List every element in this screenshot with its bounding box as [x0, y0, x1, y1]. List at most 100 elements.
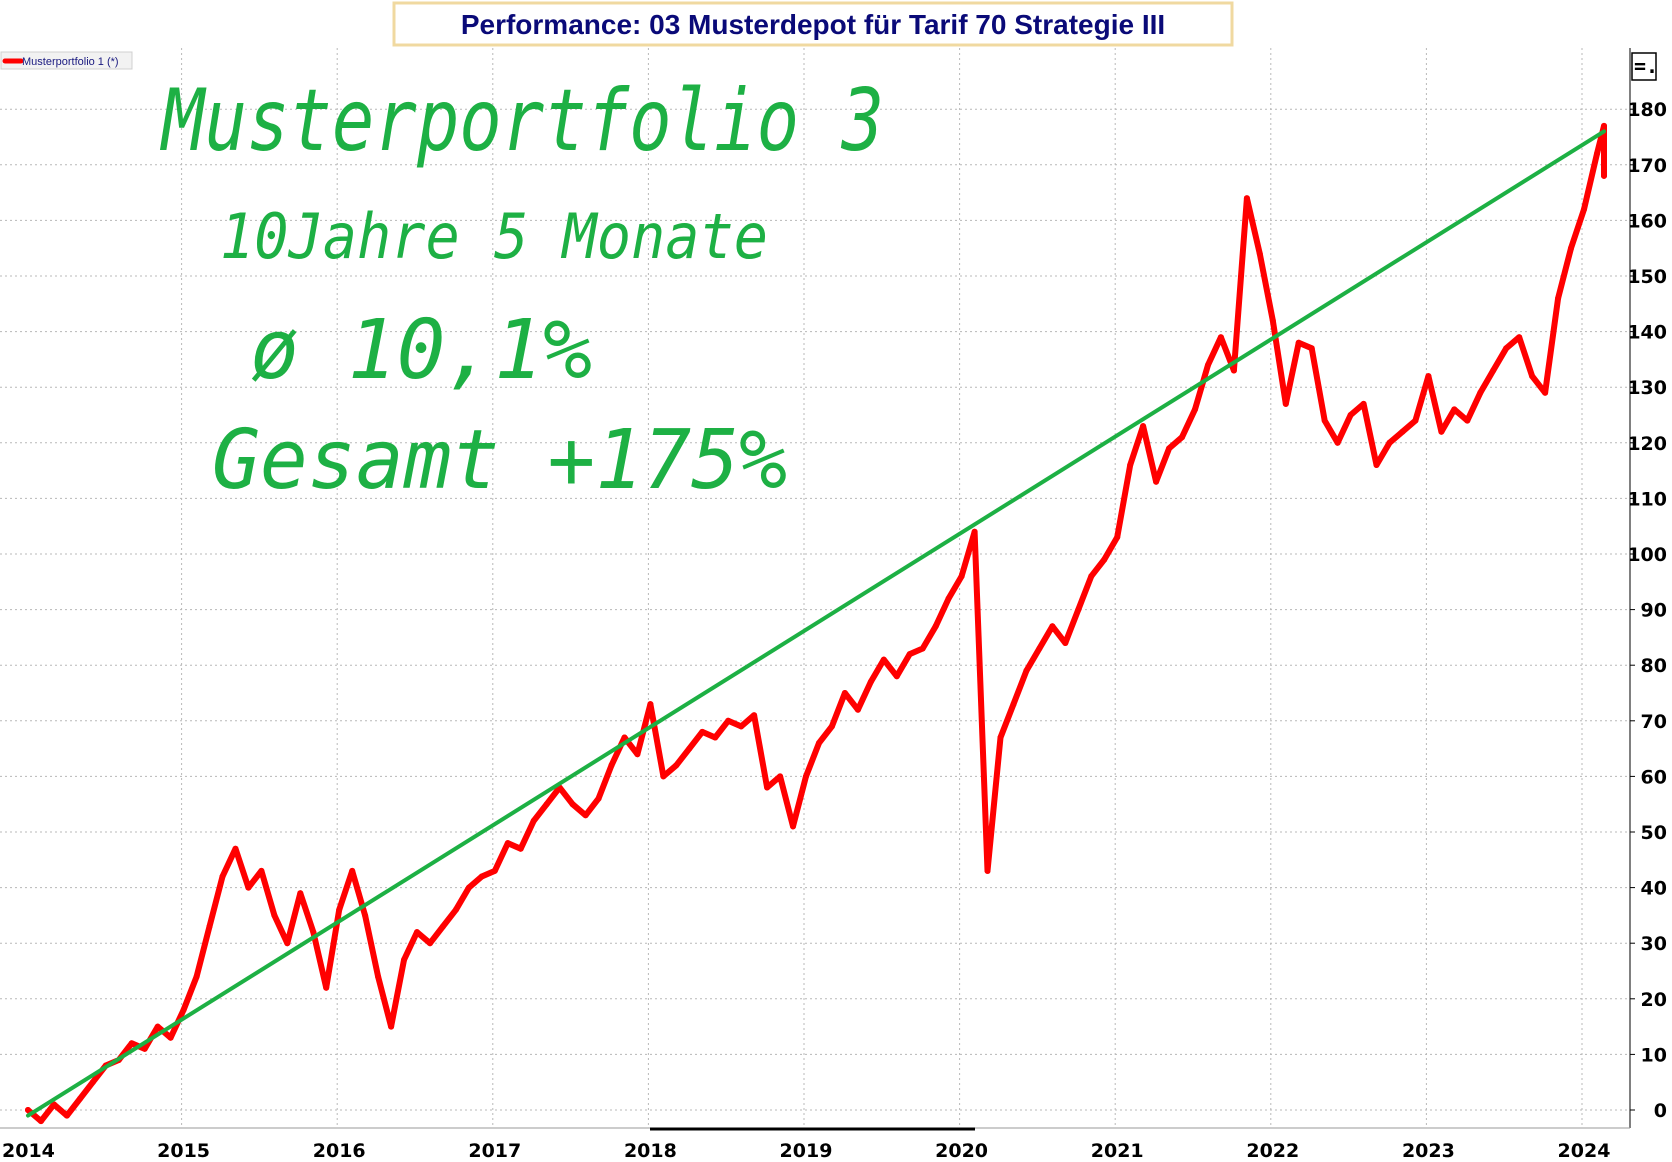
series-point	[1140, 423, 1147, 430]
series-point	[699, 728, 706, 735]
series-point	[128, 1040, 135, 1047]
series-point	[206, 923, 213, 930]
x-tick-label: 2014	[2, 1140, 55, 1162]
series-point	[1062, 640, 1069, 646]
x-tick-label: 2021	[1091, 1140, 1144, 1162]
x-axis-ticks: 2014 2015 2016 2017 2018 2019 2020 2021 2022 2023…	[2, 1140, 1610, 1162]
series-point	[725, 717, 732, 724]
series-point	[1399, 428, 1406, 435]
y-tick-label: 20	[1641, 989, 1667, 1011]
series-point	[504, 840, 511, 847]
chart-title: Performance: 03 Musterdepot für Tarif 70…	[461, 9, 1165, 40]
series-point	[712, 734, 719, 741]
y-grid-lines	[0, 108, 1630, 1111]
series-point	[375, 973, 382, 980]
series-point	[1295, 339, 1302, 346]
series-point	[362, 912, 369, 919]
series-point	[1438, 428, 1445, 435]
series-point	[401, 956, 407, 963]
series-point	[867, 678, 874, 685]
series-point	[1230, 367, 1237, 374]
series-point	[1127, 462, 1134, 468]
menu-icon: =.	[1634, 54, 1658, 78]
series-point	[1601, 172, 1607, 179]
y-tick-label: 140	[1627, 322, 1667, 344]
y-axis-ticks: 0 10 20 30 40 50 60 70 80 90 100 110 120 130 140 150 160…	[1627, 99, 1667, 1122]
series-point	[1256, 250, 1263, 257]
series-point	[777, 773, 784, 780]
series-point	[245, 884, 252, 891]
series-point	[1269, 317, 1276, 324]
series-point	[1088, 573, 1095, 580]
series-point	[284, 940, 291, 947]
series-point	[25, 1107, 31, 1113]
series-point	[1542, 389, 1549, 396]
series-point	[1386, 439, 1393, 446]
series-point	[803, 773, 809, 780]
annotation-line-3: ø 10,1%	[250, 303, 592, 398]
series-point	[1217, 334, 1224, 341]
series-point	[1166, 445, 1173, 452]
series-point	[38, 1118, 44, 1125]
y-tick-label: 40	[1641, 878, 1667, 900]
x-tick-label: 2019	[780, 1140, 833, 1162]
series-point	[76, 1095, 83, 1102]
series-point	[1321, 417, 1328, 424]
series-point	[1555, 295, 1562, 302]
series-point	[1568, 245, 1574, 252]
series-point	[1023, 667, 1030, 674]
series-point	[167, 1034, 174, 1041]
x-tick-label: 2018	[624, 1140, 677, 1162]
series-point	[50, 1101, 57, 1108]
x-tick-label: 2015	[157, 1140, 210, 1162]
series-point	[880, 656, 887, 663]
legend-label: Musterportfolio 1 (*)	[22, 56, 119, 68]
y-tick-label: 170	[1627, 155, 1667, 177]
series-point	[1192, 406, 1198, 413]
menu-button-frame	[1631, 52, 1657, 81]
series-point	[1347, 412, 1354, 418]
annotations: Musterportfolio 3 10Jahre 5 Monate ø 10,…	[160, 71, 884, 508]
series-point	[89, 1079, 96, 1086]
series-point	[582, 812, 589, 819]
series-point	[945, 595, 952, 602]
series-layer	[25, 122, 1607, 1125]
series-point	[841, 690, 848, 696]
series-point	[323, 984, 330, 991]
series-point	[1308, 345, 1315, 352]
series-point	[1243, 195, 1250, 202]
series-point	[63, 1112, 70, 1119]
series-point	[984, 867, 991, 874]
series-point	[271, 912, 278, 919]
series-point	[414, 929, 420, 936]
series-point	[932, 623, 939, 630]
series-point	[530, 817, 537, 824]
series-point	[816, 740, 822, 746]
series-point	[1334, 439, 1341, 446]
annotation-line-2: 10Jahre 5 Monate	[220, 200, 768, 273]
y-tick-label: 180	[1627, 99, 1667, 121]
series-point	[491, 867, 498, 874]
series-point	[764, 784, 771, 791]
series-point	[790, 823, 796, 830]
chart-menu-button[interactable]: =.	[1631, 52, 1658, 81]
series-point	[673, 762, 680, 769]
series-point	[1373, 462, 1380, 468]
y-tick-label: 60	[1641, 766, 1667, 788]
series-point	[919, 645, 926, 652]
series-point	[154, 1023, 161, 1030]
series-point	[310, 929, 317, 936]
series-point	[1477, 389, 1484, 396]
series-point	[1594, 150, 1600, 157]
series-point	[1601, 122, 1607, 129]
series-point	[1425, 373, 1432, 380]
y-tick-label: 120	[1627, 433, 1667, 455]
y-tick-label: 150	[1627, 266, 1667, 288]
series-point	[958, 573, 965, 580]
series-point	[1412, 417, 1419, 424]
series-point	[543, 801, 550, 808]
legend[interactable]: Musterportfolio 1 (*)	[0, 51, 133, 70]
series-point	[1153, 478, 1160, 485]
y-tick-label: 160	[1627, 210, 1667, 232]
series-point	[1282, 400, 1289, 407]
